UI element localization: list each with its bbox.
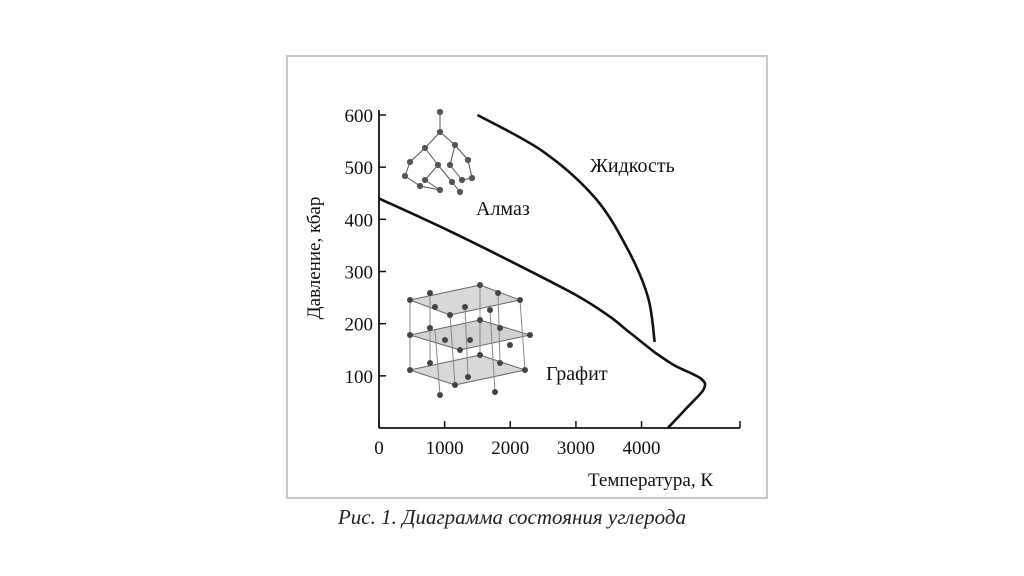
y-tick-label: 600 <box>345 106 374 127</box>
diamond-liquid-boundary <box>476 113 656 343</box>
figure-frame <box>286 55 768 499</box>
y-tick-label: 300 <box>345 263 374 284</box>
y-tick-label: 100 <box>345 367 374 388</box>
diamond-lattice-icon <box>401 108 476 196</box>
y-tick-label: 200 <box>345 315 374 336</box>
x-tick-label: 2000 <box>491 438 529 459</box>
x-tick-label: 0 <box>374 438 384 459</box>
figure-caption: Рис. 1. Диаграмма состояния углерода <box>337 505 687 529</box>
y-tick-label: 500 <box>345 158 374 179</box>
axis-ticks: 0 1000 2000 3000 4000 100 200 300 400 500 600 Темпе… <box>304 106 741 491</box>
region-label-diamond: Алмаз <box>476 198 530 220</box>
graphite-lattice-icon <box>407 282 533 398</box>
diamond-graphite-boundary <box>378 197 656 354</box>
region-labels: Алмаз Жидкость Графит <box>476 155 675 385</box>
y-axis-title: Давление, кбар <box>304 197 325 320</box>
region-label-liquid: Жидкость <box>590 155 675 177</box>
x-tick-label: 1000 <box>426 438 464 459</box>
axes <box>378 110 740 429</box>
phase-boundaries <box>378 113 707 429</box>
x-axis-title: Температура, К <box>588 470 713 491</box>
region-label-graphite: Графит <box>546 363 608 385</box>
graphite-liquid-boundary <box>653 351 707 429</box>
y-tick-label: 400 <box>345 210 374 231</box>
x-tick-label: 3000 <box>557 438 595 459</box>
x-tick-label: 4000 <box>623 438 661 459</box>
